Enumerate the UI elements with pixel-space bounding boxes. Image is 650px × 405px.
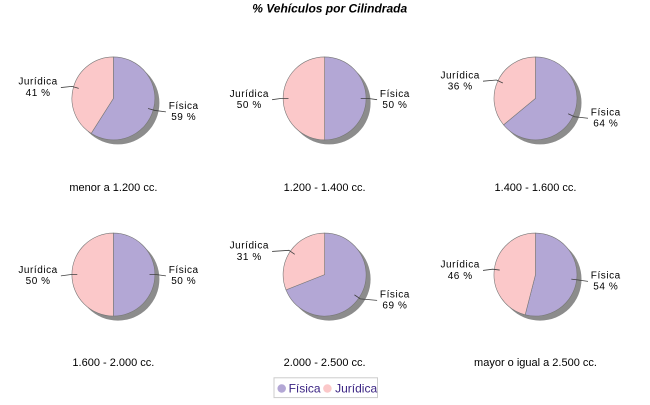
svg-text:31 %: 31 %: [237, 252, 262, 263]
svg-text:Física: Física: [591, 107, 621, 118]
svg-text:Jurídica: Jurídica: [440, 260, 479, 271]
svg-text:2.000 - 2.500 cc.: 2.000 - 2.500 cc.: [284, 357, 366, 369]
svg-text:54 %: 54 %: [593, 282, 618, 293]
svg-text:50 %: 50 %: [171, 276, 196, 287]
svg-text:Física: Física: [380, 89, 410, 100]
svg-text:Física: Física: [169, 101, 199, 112]
svg-text:1.400 - 1.600 cc.: 1.400 - 1.600 cc.: [495, 182, 577, 194]
svg-text:Jurídica: Jurídica: [440, 70, 479, 81]
svg-text:mayor o igual a 2.500 cc.: mayor o igual a 2.500 cc.: [474, 357, 597, 369]
svg-text:Jurídica: Jurídica: [230, 241, 269, 252]
svg-text:1.600 - 2.000 cc.: 1.600 - 2.000 cc.: [72, 357, 154, 369]
svg-text:Física: Física: [289, 382, 321, 396]
svg-text:% Vehículos por Cilindrada: % Vehículos por Cilindrada: [252, 2, 407, 16]
svg-text:64 %: 64 %: [593, 119, 618, 130]
svg-text:50 %: 50 %: [26, 276, 51, 287]
svg-text:50 %: 50 %: [237, 100, 262, 111]
svg-text:Jurídica: Jurídica: [18, 265, 57, 276]
svg-text:36 %: 36 %: [448, 81, 473, 92]
svg-text:Física: Física: [380, 289, 410, 300]
svg-text:41 %: 41 %: [26, 88, 51, 99]
svg-text:Jurídica: Jurídica: [230, 89, 269, 100]
svg-text:Jurídica: Jurídica: [335, 382, 377, 396]
svg-text:Física: Física: [591, 270, 621, 281]
svg-text:Física: Física: [169, 265, 199, 276]
svg-text:menor a 1.200 cc.: menor a 1.200 cc.: [69, 182, 157, 194]
svg-text:69 %: 69 %: [382, 301, 407, 312]
svg-text:59 %: 59 %: [171, 112, 196, 123]
svg-text:46 %: 46 %: [448, 271, 473, 282]
svg-text:50 %: 50 %: [382, 100, 407, 111]
svg-text:Jurídica: Jurídica: [18, 77, 57, 88]
svg-text:1.200 - 1.400 cc.: 1.200 - 1.400 cc.: [284, 182, 366, 194]
